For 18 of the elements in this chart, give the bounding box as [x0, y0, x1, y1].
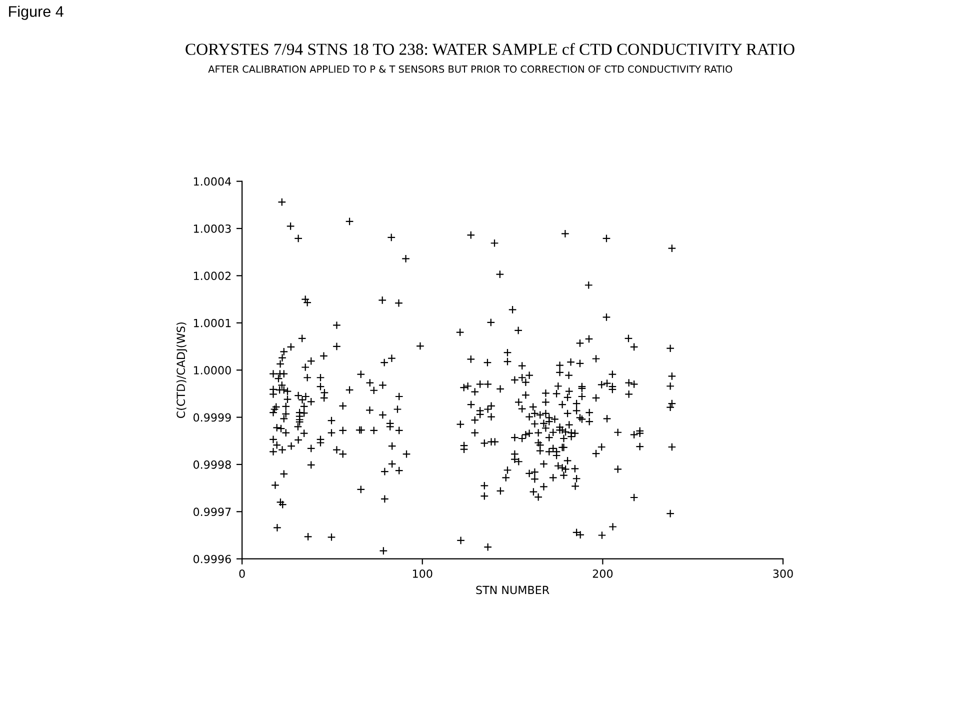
y-tick-label: 0.9999: [194, 413, 231, 422]
y-tick-label: 0.9996: [194, 554, 231, 564]
y-tick-label: 0.9998: [194, 460, 231, 469]
x-axis-title: STN NUMBER: [476, 586, 550, 594]
x-tick-label: 0: [239, 569, 245, 578]
x-tick-label: 200: [592, 569, 613, 578]
chart-subtitle: AFTER CALIBRATION APPLIED TO P & T SENSORS BUT PRIOR TO CORRECTION OF CTD CONDUCTIVITY RATIO: [208, 65, 732, 73]
y-tick-label: 1.0001: [194, 318, 231, 328]
y-tick-label: 1.0000: [194, 366, 231, 374]
y-axis-title: C(CTD)/CADJ(WS): [176, 322, 188, 418]
y-tick-label: 1.0004: [194, 177, 232, 186]
caption: Figure 4: [9, 6, 64, 20]
y-tick-label: 1.0002: [194, 272, 231, 280]
chart-title: CORYSTES 7/94 STNS 18 TO 238: WATER SAMPLE cf CTD CONDUCTIVITY RATIO: [186, 43, 794, 56]
x-tick-label: 300: [773, 569, 793, 578]
y-tick-label: 0.9997: [194, 508, 231, 516]
x-tick-label: 100: [412, 569, 432, 578]
y-tick-label: 1.0003: [194, 224, 231, 233]
